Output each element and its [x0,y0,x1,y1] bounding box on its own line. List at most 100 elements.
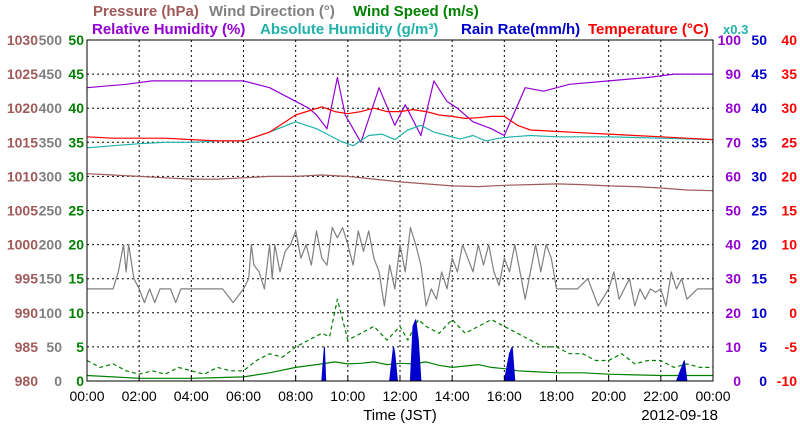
y-tick-label-humidity: 100 [718,32,742,48]
y-tick-label-wind-speed: 45 [68,66,84,82]
y-tick-label-pressure: 1025 [7,66,38,82]
y-tick-label-pressure: 995 [15,271,39,287]
x-tick-label: 04:00 [174,388,209,404]
y-tick-label-humidity: 70 [725,134,741,150]
y-tick-label-wind-speed: 40 [68,100,84,116]
y-tick-label-rain-rate: 10 [751,305,767,321]
y-tick-label-humidity: 50 [725,203,741,219]
legend-entry: Wind Speed (m/s) [353,3,479,20]
y-tick-label-humidity: 30 [725,271,741,287]
x-tick-label: 16:00 [487,388,522,404]
y-tick-label-pressure: 980 [15,373,39,389]
plot-grid [87,40,713,381]
y-tick-label-pressure: 1010 [7,168,38,184]
x-tick-label: 12:00 [382,388,417,404]
x-tick-label: 18:00 [539,388,574,404]
plot-series [86,73,714,382]
y-tick-label-pressure: 1030 [7,32,38,48]
y-tick-label-humidity: 40 [725,237,741,253]
y-tick-label-humidity: 20 [725,305,741,321]
y-tick-label-rain-rate: 5 [759,339,767,355]
x-tick-label: 02:00 [122,388,157,404]
y-tick-label-temperature: 20 [781,168,797,184]
x-tick-label: 00:00 [695,388,730,404]
legend-entry: Wind Direction (°) [209,3,335,20]
right-axes: 1009080706050403020100504540353025201510… [718,32,798,389]
series-pressure-hpa [86,173,714,192]
y-tick-label-wind-speed: 50 [68,32,84,48]
legend-entry: Rain Rate(mm/h) [461,21,580,38]
y-tick-label-temperature: 10 [781,237,797,253]
y-tick-label-humidity: 60 [725,168,741,184]
y-tick-label-wind-speed: 20 [68,237,84,253]
x-tick-label: 00:00 [69,388,104,404]
y-tick-label-wind-dir: 150 [39,271,63,287]
y-tick-label-rain-rate: 30 [751,168,767,184]
y-tick-label-temperature: 35 [781,66,797,82]
y-tick-label-wind-dir: 500 [39,32,63,48]
y-tick-label-wind-speed: 5 [76,339,84,355]
y-tick-label-temperature: 25 [781,134,797,150]
y-tick-label-pressure: 1020 [7,100,38,116]
legend-entry: x0.3 [723,22,748,37]
y-tick-label-wind-dir: 50 [46,339,62,355]
y-tick-label-temperature: 40 [781,32,797,48]
y-tick-label-pressure: 1015 [7,134,38,150]
y-tick-label-wind-dir: 250 [39,203,63,219]
y-tick-label-humidity: 10 [725,339,741,355]
x-axis-label: Time (JST) [363,407,437,424]
y-tick-label-wind-speed: 10 [68,305,84,321]
y-tick-label-temperature: 0 [789,305,797,321]
y-tick-label-wind-speed: 15 [68,271,84,287]
y-tick-label-temperature: -10 [777,373,797,389]
y-tick-label-wind-dir: 200 [39,237,63,253]
y-tick-label-wind-dir: 100 [39,305,63,321]
x-tick-label: 14:00 [435,388,470,404]
y-tick-label-pressure: 990 [15,305,39,321]
series-wind-speed-gust-m-s [86,298,713,375]
legend-entry: Relative Humidity (%) [92,21,245,38]
y-tick-label-wind-dir: 350 [39,134,63,150]
y-tick-label-humidity: 80 [725,100,741,116]
legend-entry: Temperature (°C) [588,21,709,38]
y-tick-label-rain-rate: 50 [751,32,767,48]
legend: Pressure (hPa) Wind Direction (°) Wind Spe… [92,3,748,38]
y-tick-label-temperature: 5 [789,271,797,287]
legend-entry: Absolute Humidity (g/m³) [260,21,438,38]
y-tick-label-rain-rate: 35 [751,134,767,150]
y-tick-label-wind-dir: 300 [39,168,63,184]
y-tick-label-wind-speed: 30 [68,168,84,184]
y-tick-label-wind-speed: 0 [76,373,84,389]
series-temperature-c [86,106,714,142]
x-tick-label: 20:00 [591,388,626,404]
x-tick-label: 10:00 [330,388,365,404]
y-tick-label-wind-dir: 450 [39,66,63,82]
series-wind-direction [87,226,713,307]
y-tick-label-rain-rate: 20 [751,237,767,253]
x-tick-label: 08:00 [278,388,313,404]
y-tick-label-rain-rate: 0 [759,373,767,389]
legend-entry: Pressure (hPa) [93,3,199,20]
y-tick-label-temperature: 15 [781,203,797,219]
y-tick-label-pressure: 1000 [7,237,38,253]
series-relative-humidity [86,73,713,143]
y-tick-label-temperature: 30 [781,100,797,116]
y-tick-label-pressure: 1005 [7,203,38,219]
left-axes: 1030102510201015101010051000995990985980… [7,32,84,389]
y-tick-label-wind-speed: 25 [68,203,84,219]
y-tick-label-wind-dir: 0 [54,373,62,389]
y-tick-label-humidity: 0 [733,373,741,389]
y-tick-label-wind-dir: 400 [39,100,63,116]
date-label: 2012-09-18 [641,407,718,424]
y-tick-label-humidity: 90 [725,66,741,82]
y-tick-label-pressure: 985 [15,339,39,355]
y-tick-label-rain-rate: 15 [751,271,767,287]
y-tick-label-rain-rate: 40 [751,100,767,116]
y-tick-label-rain-rate: 45 [751,66,767,82]
y-tick-label-rain-rate: 25 [751,203,767,219]
x-axis-ticks: 00:00 02:00 04:00 06:00 08:00 10:00 12:00 14:00… [69,376,731,404]
x-tick-label: 22:00 [643,388,678,404]
y-tick-label-temperature: -5 [785,339,798,355]
y-tick-label-wind-speed: 35 [68,134,84,150]
